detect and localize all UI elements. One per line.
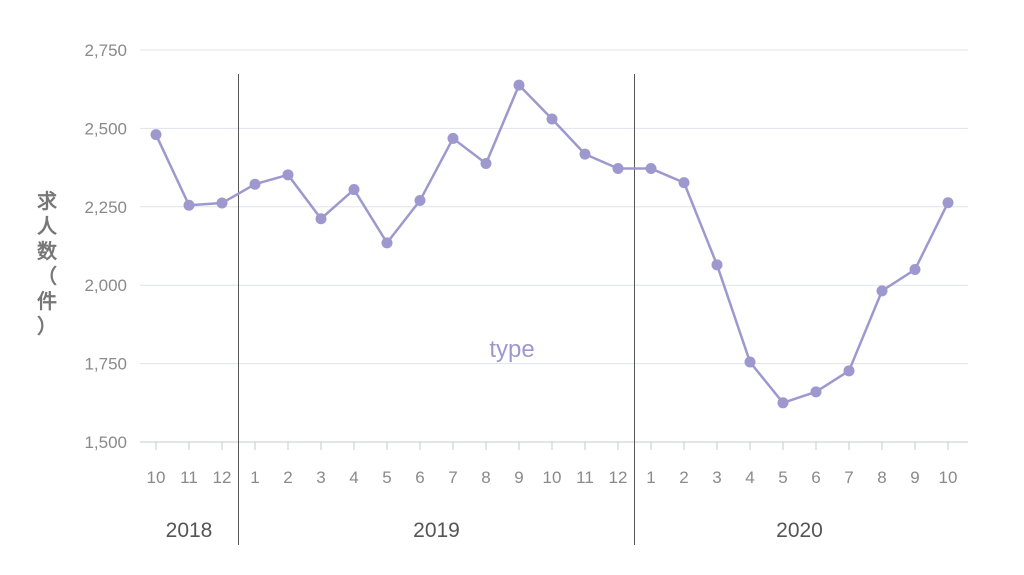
x-tick-label: 10 [147, 468, 166, 487]
data-point [513, 79, 525, 91]
x-tick-label: 5 [382, 468, 391, 487]
data-point [579, 148, 591, 160]
data-point [249, 178, 261, 190]
year-label: 2019 [413, 519, 460, 542]
x-tick-label: 1 [646, 468, 655, 487]
x-tick-label: 11 [576, 468, 594, 487]
x-tick-label: 6 [415, 468, 424, 487]
data-point [678, 177, 690, 189]
data-point [447, 132, 459, 144]
x-tick-label: 6 [811, 468, 820, 487]
y-axis-label: 求人数（件） [37, 189, 58, 338]
data-point [183, 199, 195, 211]
data-point [150, 129, 162, 141]
data-point [777, 397, 789, 409]
x-tick-label: 2 [283, 468, 292, 487]
x-tick-label: 8 [481, 468, 490, 487]
y-tick-label: 1,750 [84, 355, 127, 374]
x-tick-label: 5 [778, 468, 787, 487]
y-axis-ticks: 1,500 1,750 2,000 2,250 2,500 2,750 [84, 41, 127, 452]
data-point [414, 195, 426, 207]
data-point [711, 259, 723, 271]
y-tick-label: 1,500 [84, 433, 127, 452]
data-point [909, 264, 921, 276]
data-point [348, 184, 360, 196]
x-tick-label: 1 [250, 468, 259, 487]
data-point [810, 386, 822, 398]
y-tick-label: 2,750 [84, 41, 127, 60]
data-point [315, 213, 327, 225]
year-label: 2018 [166, 519, 213, 542]
x-tick-label: 7 [844, 468, 853, 487]
x-tick-label: 3 [712, 468, 721, 487]
x-axis: 10 11 12 1 2 3 4 5 6 7 8 9 10 11 12 1 2 3 4 5 6 7 8 9 10 [147, 442, 958, 487]
x-tick-label: 9 [910, 468, 919, 487]
x-tick-label: 10 [939, 468, 958, 487]
x-tick-label: 12 [609, 468, 628, 487]
year-labels: 2018 2019 2020 [166, 519, 823, 542]
data-point [876, 285, 888, 297]
x-tick-label: 4 [349, 468, 358, 487]
x-tick-label: 8 [877, 468, 886, 487]
data-point [546, 113, 558, 125]
data-point [942, 197, 954, 209]
data-point [612, 163, 624, 175]
data-point [744, 356, 756, 368]
data-point [381, 237, 393, 249]
data-point [216, 197, 228, 209]
x-tick-label: 9 [514, 468, 523, 487]
x-tick-label: 3 [316, 468, 325, 487]
x-tick-label: 4 [745, 468, 754, 487]
data-point [282, 169, 294, 181]
series-line [154, 83, 950, 405]
x-tick-label: 12 [213, 468, 232, 487]
y-tick-label: 2,500 [84, 119, 127, 138]
y-tick-label: 2,250 [84, 198, 127, 217]
x-tick-label: 2 [679, 468, 688, 487]
x-tick-label: 10 [543, 468, 562, 487]
data-point [645, 163, 657, 175]
series-annotation: type [489, 336, 534, 363]
data-point [843, 365, 855, 377]
data-point [480, 158, 492, 170]
y-tick-label: 2,000 [84, 276, 127, 295]
x-tick-label: 7 [448, 468, 457, 487]
year-label: 2020 [776, 519, 823, 542]
year-separators [238, 74, 635, 545]
grid-lines [140, 49, 968, 443]
series-type [150, 79, 954, 409]
x-tick-label: 11 [180, 468, 198, 487]
